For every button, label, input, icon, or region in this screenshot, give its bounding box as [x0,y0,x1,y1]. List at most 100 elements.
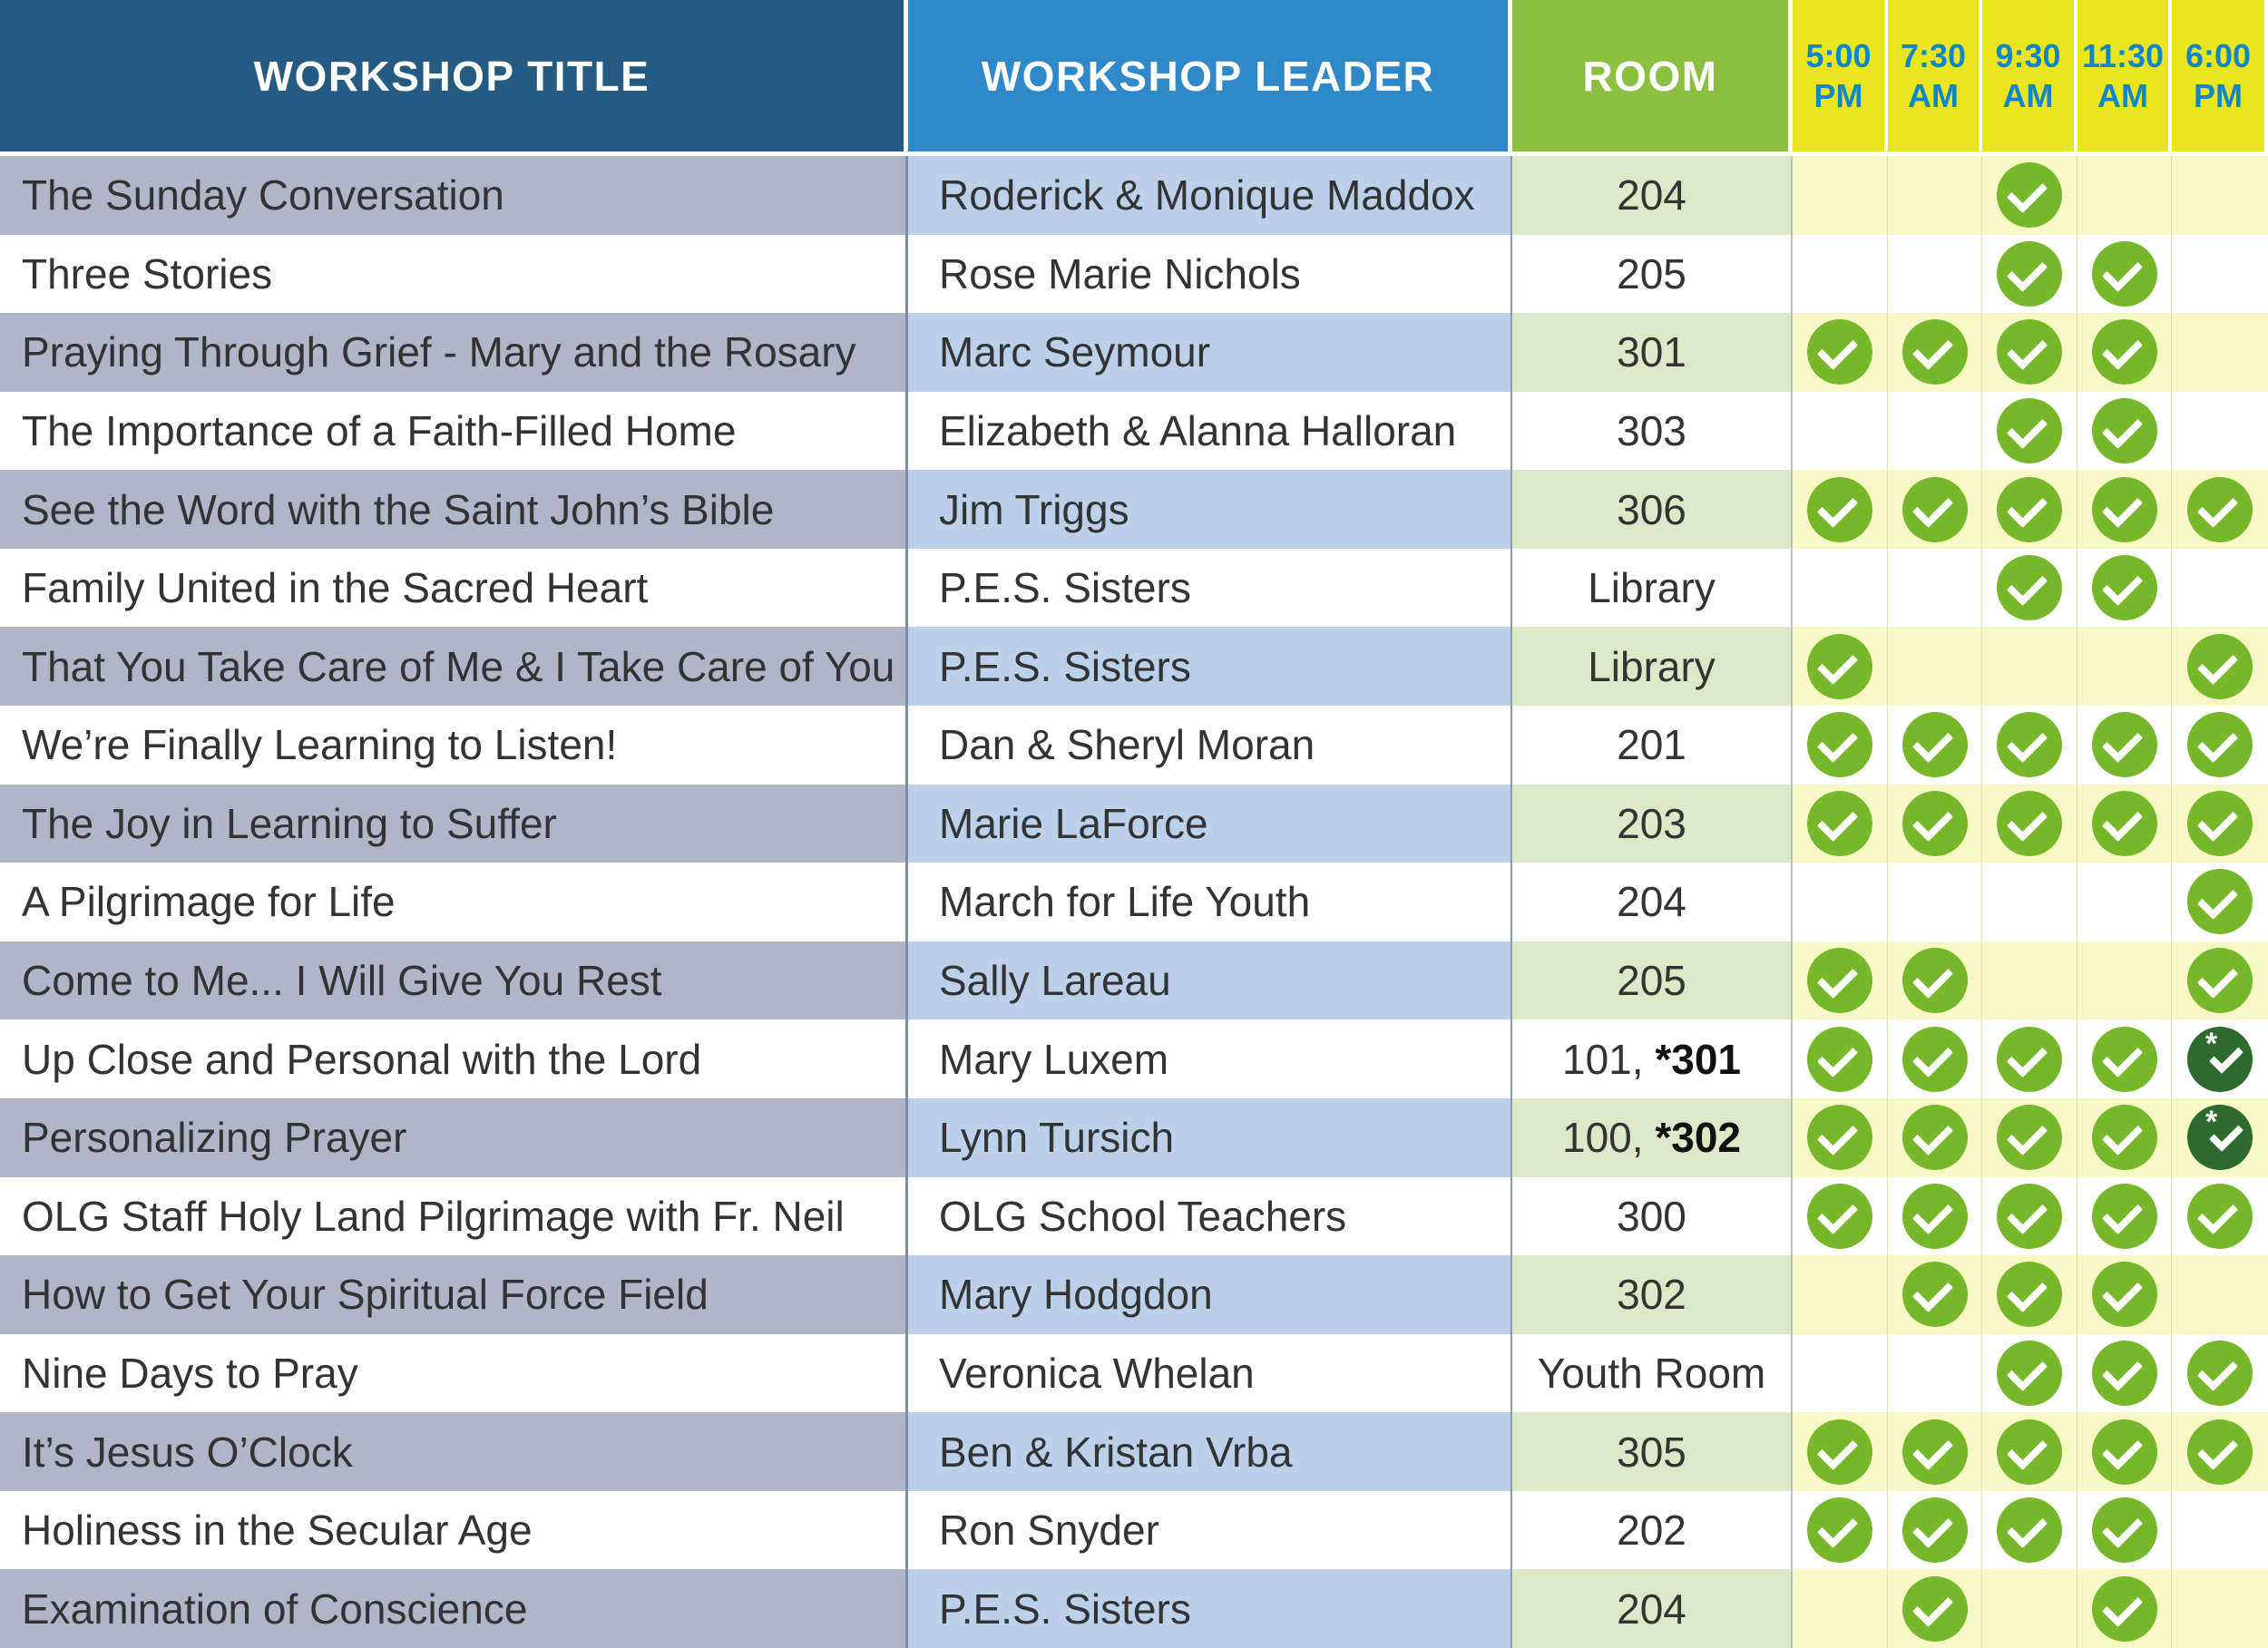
workshop-leader-cell: Marie LaForce [908,784,1512,863]
check-circle-icon [2091,712,2157,778]
check-circle-icon [1997,1183,2062,1249]
check-circle-icon [2187,712,2253,778]
time-slot-cell [2172,706,2268,785]
workshop-title-cell: OLG Staff Holy Land Pilgrimage with Fr. … [0,1176,908,1256]
check-circle-icon [1997,712,2062,778]
time-slot-cell [2077,1569,2172,1648]
check-circle-icon [1997,398,2062,464]
check-circle-icon [1901,1105,1968,1171]
check-circle-icon [1901,476,1968,542]
time-slot-cell [1793,470,1888,549]
workshop-leader-cell: Marc Seymour [908,313,1512,392]
check-circle-icon [1807,712,1872,778]
time-slot-cell [2077,156,2172,235]
time-slot-cell [1793,234,1888,314]
asterisk-check-icon [2187,1026,2253,1092]
workshop-leader-cell: Lynn Tursich [908,1097,1512,1177]
check-circle-icon [1807,319,1872,385]
time-slot-cell [1793,941,1888,1020]
time-slot-cell [1793,313,1888,392]
time-slot-cell [2077,1333,2172,1413]
check-circle-icon [1901,1575,1968,1642]
time-slot-cell [1793,1176,1888,1256]
room-cell: 205 [1512,941,1793,1020]
time-slot-cell [2077,706,2172,785]
time-slot-cell [2172,1490,2268,1570]
check-circle-icon [2091,1105,2157,1171]
room-number: 303 [1617,407,1686,455]
time-slot-cell [1888,706,1982,785]
check-circle-icon [1807,1497,1872,1564]
time-slot-cell [2172,941,2268,1020]
time-slot-cell [1982,313,2077,392]
time-slot-cell [1888,156,1982,235]
time-slot-cell [1982,1176,2077,1256]
room-number: 306 [1617,485,1686,533]
time-slot-cell [2172,1097,2268,1177]
time-slot-cell [2077,784,2172,863]
time-slot-cell [1982,706,2077,785]
check-circle-icon [1997,555,2062,621]
workshop-title-cell: Examination of Conscience [0,1569,908,1648]
time-slot-cell [2172,391,2268,471]
time-slot-cell [1793,1569,1888,1648]
room-number: 305 [1617,1428,1686,1476]
check-circle-icon [1997,1340,2062,1406]
time-slot-cell [2077,1490,2172,1570]
time-slot-cell [2172,1019,2268,1098]
check-circle-icon [2091,1026,2157,1092]
workshop-title-cell: Family United in the Sacred Heart [0,548,908,628]
time-slot-cell [1888,470,1982,549]
room-cell: 305 [1512,1412,1793,1491]
workshop-title-cell: Nine Days to Pray [0,1333,908,1413]
time-slot-cell [1982,1333,2077,1413]
time-slot-cell [1888,941,1982,1020]
time-slot-cell [2172,1176,2268,1256]
time-slot-cell [2172,1333,2268,1413]
time-slot-cell [1793,1333,1888,1413]
workshop-leader-cell: Dan & Sheryl Moran [908,706,1512,785]
workshop-leader-cell: Veronica Whelan [908,1333,1512,1413]
time-slot-cell [1982,1255,2077,1334]
check-circle-icon [1997,476,2062,542]
check-circle-icon [1901,1497,1968,1564]
check-circle-icon [1997,1262,2062,1328]
check-circle-icon [2091,1183,2157,1249]
time-slot-cell [2077,1255,2172,1334]
room-number: 204 [1617,171,1686,219]
time-slot-cell [1793,627,1888,707]
check-circle-icon [1997,240,2062,307]
room-number: 201 [1617,721,1686,769]
time-slot-cell [1793,156,1888,235]
time-slot-cell [2172,627,2268,707]
time-slot-cell [2077,1019,2172,1098]
workshop-leader-cell: March for Life Youth [908,863,1512,941]
time-slot-cell [1888,784,1982,863]
time-slot-cell [2077,548,2172,628]
room-cell: 302 [1512,1255,1793,1334]
time-slot-cell [1793,1097,1888,1177]
time-slot-cell [2077,313,2172,392]
time-slot-cell [1888,1569,1982,1648]
time-slot-cell [1888,863,1982,941]
time-slot-cell [1888,627,1982,707]
room-number: 205 [1617,249,1686,297]
time-slot-cell [1982,1019,2077,1098]
room-cell: Library [1512,548,1793,628]
workshop-leader-cell: Jim Triggs [908,470,1512,549]
room-cell: 201 [1512,706,1793,785]
time-slot-cell [1888,391,1982,471]
workshop-leader-cell: Ben & Kristan Vrba [908,1412,1512,1491]
time-slot-cell [2172,863,2268,941]
header-time-4: 6:00 PM [2172,0,2268,156]
header-time-3: 11:30 AM [2077,0,2172,156]
room-number: 204 [1617,878,1686,926]
header-room: ROOM [1512,0,1793,156]
room-cell: 306 [1512,470,1793,549]
room-cell: 204 [1512,156,1793,235]
check-circle-icon [1807,1026,1872,1092]
time-slot-cell [1888,1255,1982,1334]
check-circle-icon [1807,1419,1872,1485]
workshop-title-cell: The Joy in Learning to Suffer [0,784,908,863]
check-circle-icon [2187,948,2253,1014]
